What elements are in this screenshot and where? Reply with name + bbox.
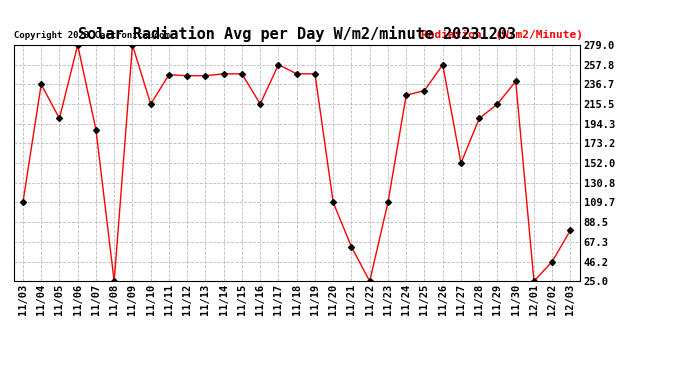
Title: Solar Radiation Avg per Day W/m2/minute 20231203: Solar Radiation Avg per Day W/m2/minute … — [78, 27, 515, 42]
Text: Radiation  (W/m2/Minute): Radiation (W/m2/Minute) — [421, 30, 583, 40]
Text: Copyright 2023 Cartronics.com: Copyright 2023 Cartronics.com — [14, 31, 170, 40]
